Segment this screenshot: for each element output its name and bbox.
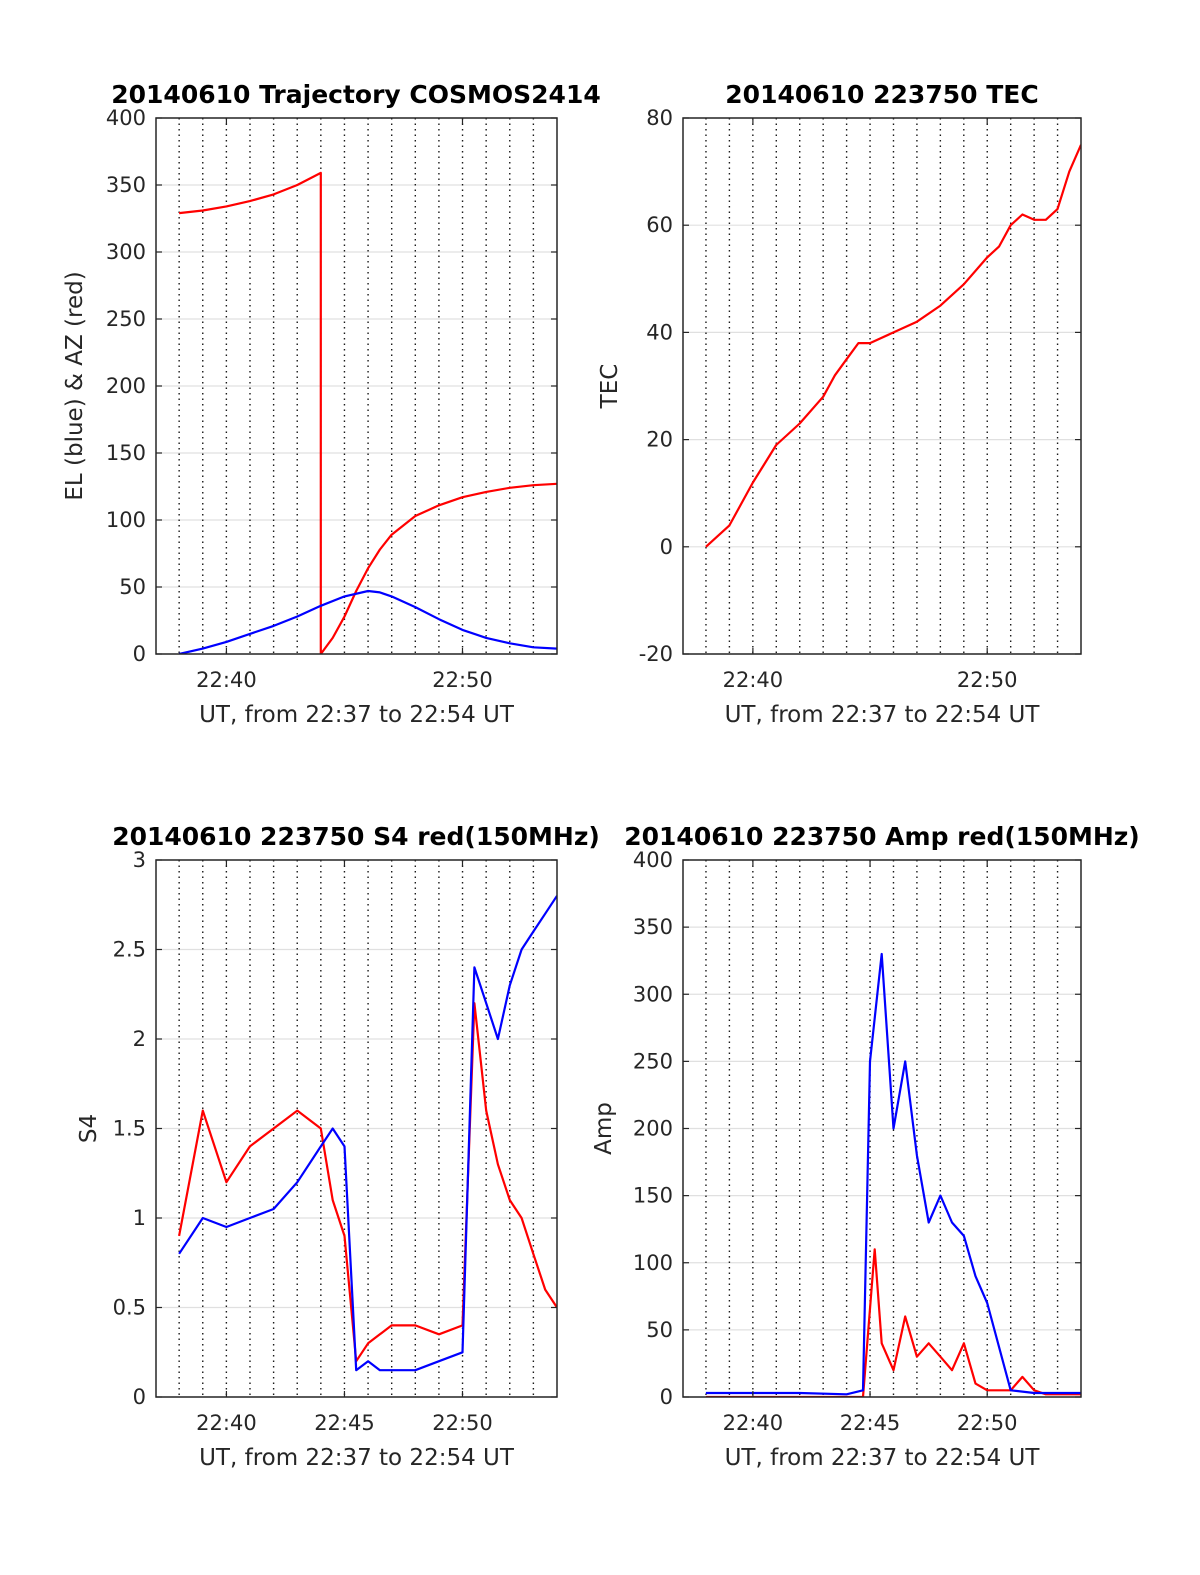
y-tick-label: 50: [119, 575, 146, 599]
y-tick-label: 100: [106, 508, 146, 532]
axes-box: [682, 117, 1082, 655]
x-axis-label: UT, from 22:37 to 22:54 UT: [199, 702, 515, 728]
x-tick-label: 22:40: [196, 668, 257, 692]
y-axis-label: S4: [76, 1114, 102, 1143]
y-tick-label: 60: [646, 213, 673, 237]
y-tick-label: 0: [660, 1385, 673, 1409]
y-tick-label: 300: [633, 982, 673, 1006]
y-tick-label: 400: [106, 106, 146, 130]
y-tick-label: 200: [633, 1117, 673, 1141]
y-tick-label: 250: [106, 307, 146, 331]
x-tick-label: 22:50: [432, 668, 493, 692]
series-line-1: [178, 1002, 557, 1363]
x-tick-label: 22:50: [957, 668, 1018, 692]
y-tick-label: 0: [133, 642, 146, 666]
x-axis-label: UT, from 22:37 to 22:54 UT: [199, 1445, 515, 1471]
series-line-2: [178, 589, 557, 654]
series-line-2: [178, 895, 557, 1372]
y-tick-label: 2: [133, 1027, 146, 1051]
chart-panel-1: 0 50 100 150 200 250 300 350 400 22:40 22:50 201406…: [62, 80, 601, 728]
y-tick-label: 300: [106, 240, 146, 264]
y-tick-label: 0.5: [113, 1296, 146, 1320]
chart-title: 20140610 223750 S4 red(150MHz): [112, 822, 600, 851]
y-tick-label: 0: [133, 1385, 146, 1409]
chart-title: 20140610 223750 TEC: [725, 80, 1038, 109]
y-tick-label: 20: [646, 428, 673, 452]
y-tick-label: 400: [633, 848, 673, 872]
chart-title: 20140610 Trajectory COSMOS2414: [111, 80, 601, 109]
chart-title: 20140610 223750 Amp red(150MHz): [624, 822, 1140, 851]
y-axis-label: EL (blue) & AZ (red): [62, 271, 88, 500]
x-tick-label: 22:45: [840, 1411, 901, 1435]
y-tick-label: 2.5: [113, 938, 146, 962]
series-line-1: [705, 144, 1081, 548]
y-tick-label: 200: [106, 374, 146, 398]
y-tick-label: -20: [639, 642, 673, 666]
x-tick-label: 22:40: [196, 1411, 257, 1435]
chart-panel-4: 0 50 100 150 200 250 300 350 400 22:40 22:45 22:50 2…: [591, 822, 1140, 1471]
y-tick-label: 80: [646, 106, 673, 130]
x-tick-label: 22:40: [723, 1411, 784, 1435]
chart-panel-2: -20 0 20 40 60 80 22:40 22:50 20140610 223750 TE…: [597, 80, 1082, 728]
series-line-1: [178, 171, 557, 654]
y-tick-label: 40: [646, 320, 673, 344]
chart-panel-3: 0 0.5 1 1.5 2 2.5 3 22:40 22:45 22:50 20140610 223…: [76, 822, 600, 1471]
series-line-2: [705, 952, 1081, 1396]
y-tick-label: 1: [133, 1206, 146, 1230]
x-axis-label: UT, from 22:37 to 22:54 UT: [725, 702, 1041, 728]
x-axis-label: UT, from 22:37 to 22:54 UT: [725, 1445, 1041, 1471]
y-tick-label: 50: [646, 1318, 673, 1342]
y-tick-label: 150: [106, 441, 146, 465]
y-tick-label: 350: [106, 173, 146, 197]
x-tick-label: 22:50: [432, 1411, 493, 1435]
y-tick-label: 3: [133, 848, 146, 872]
y-tick-label: 1.5: [113, 1117, 146, 1141]
x-tick-label: 22:45: [314, 1411, 375, 1435]
y-axis-label: Amp: [591, 1102, 617, 1155]
y-tick-label: 350: [633, 915, 673, 939]
series-line-1: [705, 1248, 1081, 1397]
y-tick-label: 250: [633, 1049, 673, 1073]
x-tick-label: 22:50: [957, 1411, 1018, 1435]
y-tick-label: 0: [660, 535, 673, 559]
y-tick-label: 100: [633, 1251, 673, 1275]
y-axis-label: TEC: [597, 364, 623, 410]
x-tick-label: 22:40: [723, 668, 784, 692]
y-tick-label: 150: [633, 1184, 673, 1208]
